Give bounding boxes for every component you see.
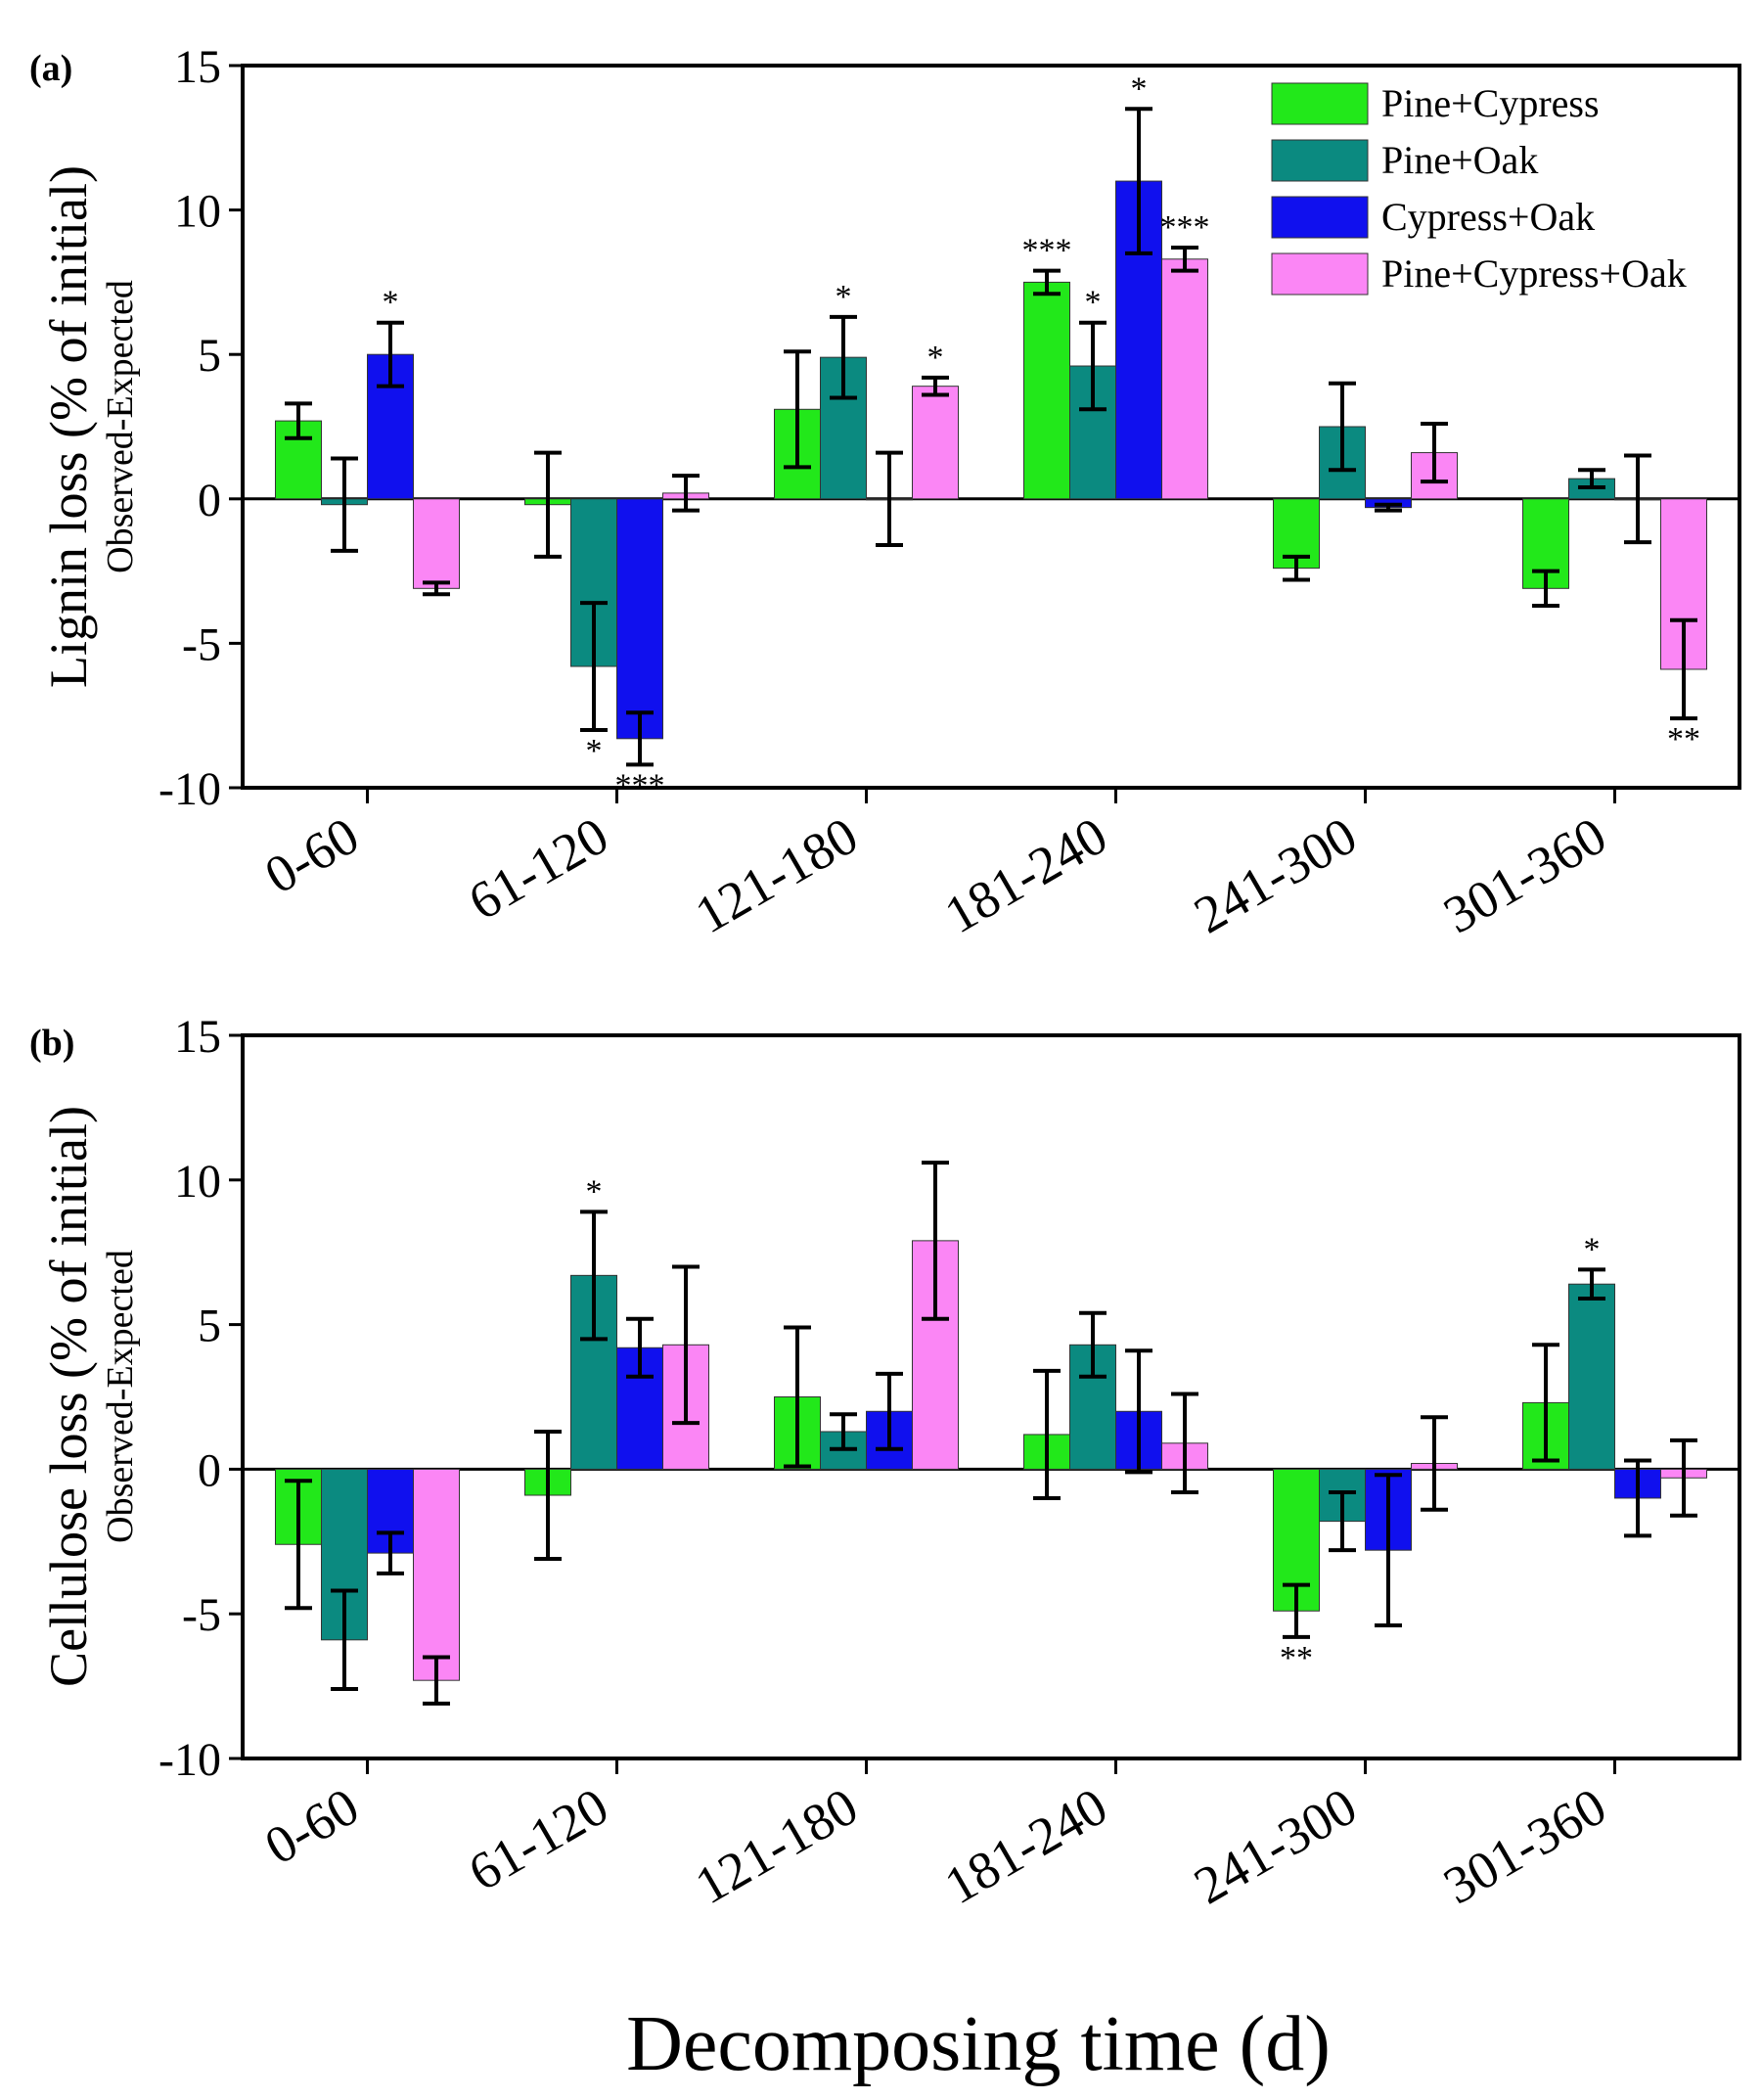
bar	[616, 498, 663, 740]
y-tick-label: -5	[182, 1589, 221, 1641]
plot-frame	[241, 1033, 1741, 1760]
x-tick-label: 121-180	[686, 805, 868, 944]
y-axis-title: Cellulose loss (% of initial)	[39, 1106, 98, 1687]
x-tick-label: 181-240	[935, 805, 1117, 944]
x-tick-label: 181-240	[935, 1776, 1117, 1915]
y-tick-label: 10	[174, 186, 221, 238]
y-tick-label: 10	[174, 1156, 221, 1208]
legend-swatch	[1271, 139, 1369, 182]
panel-label: (b)	[29, 1023, 74, 1064]
legend: Pine+Cypress Pine+Oak Cypress+Oak Pine+Cypr…	[1271, 81, 1687, 296]
x-tick-label: 0-60	[255, 805, 369, 904]
x-tick-label: 301-360	[1434, 805, 1616, 944]
significance-mark: *	[586, 733, 603, 769]
bar	[413, 498, 460, 589]
significance-mark: *	[1085, 285, 1102, 321]
plot-frame	[241, 64, 1741, 790]
y-tick-label: -5	[182, 618, 221, 670]
x-tick-label: 121-180	[686, 1776, 868, 1915]
significance-mark: *	[586, 1173, 603, 1210]
x-tick-label: 0-60	[255, 1776, 369, 1875]
legend-label: Pine+Oak	[1381, 138, 1538, 182]
bar	[912, 386, 959, 500]
significance-mark: *	[927, 340, 944, 376]
y-tick-label: 5	[198, 330, 221, 382]
bar	[413, 1468, 460, 1681]
significance-mark: *	[1131, 70, 1148, 107]
y-tick-label: 15	[174, 41, 221, 93]
y-tick-label: 15	[174, 1011, 221, 1063]
panel-label: (a)	[29, 48, 72, 89]
significance-mark: *	[1584, 1231, 1601, 1267]
legend-label: Cypress+Oak	[1381, 195, 1595, 239]
legend-swatch	[1271, 196, 1369, 239]
significance-mark: ***	[1022, 233, 1072, 269]
bar	[1023, 281, 1070, 500]
significance-mark: *	[383, 285, 399, 321]
bar	[1161, 258, 1208, 500]
legend-label: Pine+Cypress	[1381, 81, 1600, 125]
legend-swatch	[1271, 252, 1369, 296]
x-tick-label: 61-120	[459, 805, 617, 931]
y-tick-label: -10	[158, 1734, 221, 1786]
y-axis-subtitle: Observed-Expected	[100, 280, 141, 573]
bar	[1568, 1283, 1615, 1470]
x-tick-label: 301-360	[1434, 1776, 1616, 1915]
x-tick-label: 61-120	[459, 1776, 617, 1901]
y-tick-label: 0	[198, 475, 221, 526]
legend-swatch	[1271, 82, 1369, 125]
significance-mark: ***	[615, 767, 665, 803]
y-tick-label: 0	[198, 1444, 221, 1496]
x-tick-label: 241-300	[1185, 805, 1367, 944]
x-axis-title: Decomposing time (d)	[626, 2001, 1331, 2087]
y-tick-label: -10	[158, 763, 221, 815]
significance-mark: **	[1667, 721, 1700, 757]
significance-mark: **	[1280, 1640, 1313, 1676]
legend-label: Pine+Cypress+Oak	[1381, 251, 1687, 296]
y-tick-label: 5	[198, 1301, 221, 1352]
significance-mark: ***	[1160, 209, 1210, 246]
y-axis-title: Lignin loss (% of initial)	[39, 165, 98, 688]
x-tick-label: 241-300	[1185, 1776, 1367, 1915]
significance-mark: *	[836, 279, 852, 315]
y-axis-subtitle: Observed-Expected	[100, 1250, 141, 1543]
